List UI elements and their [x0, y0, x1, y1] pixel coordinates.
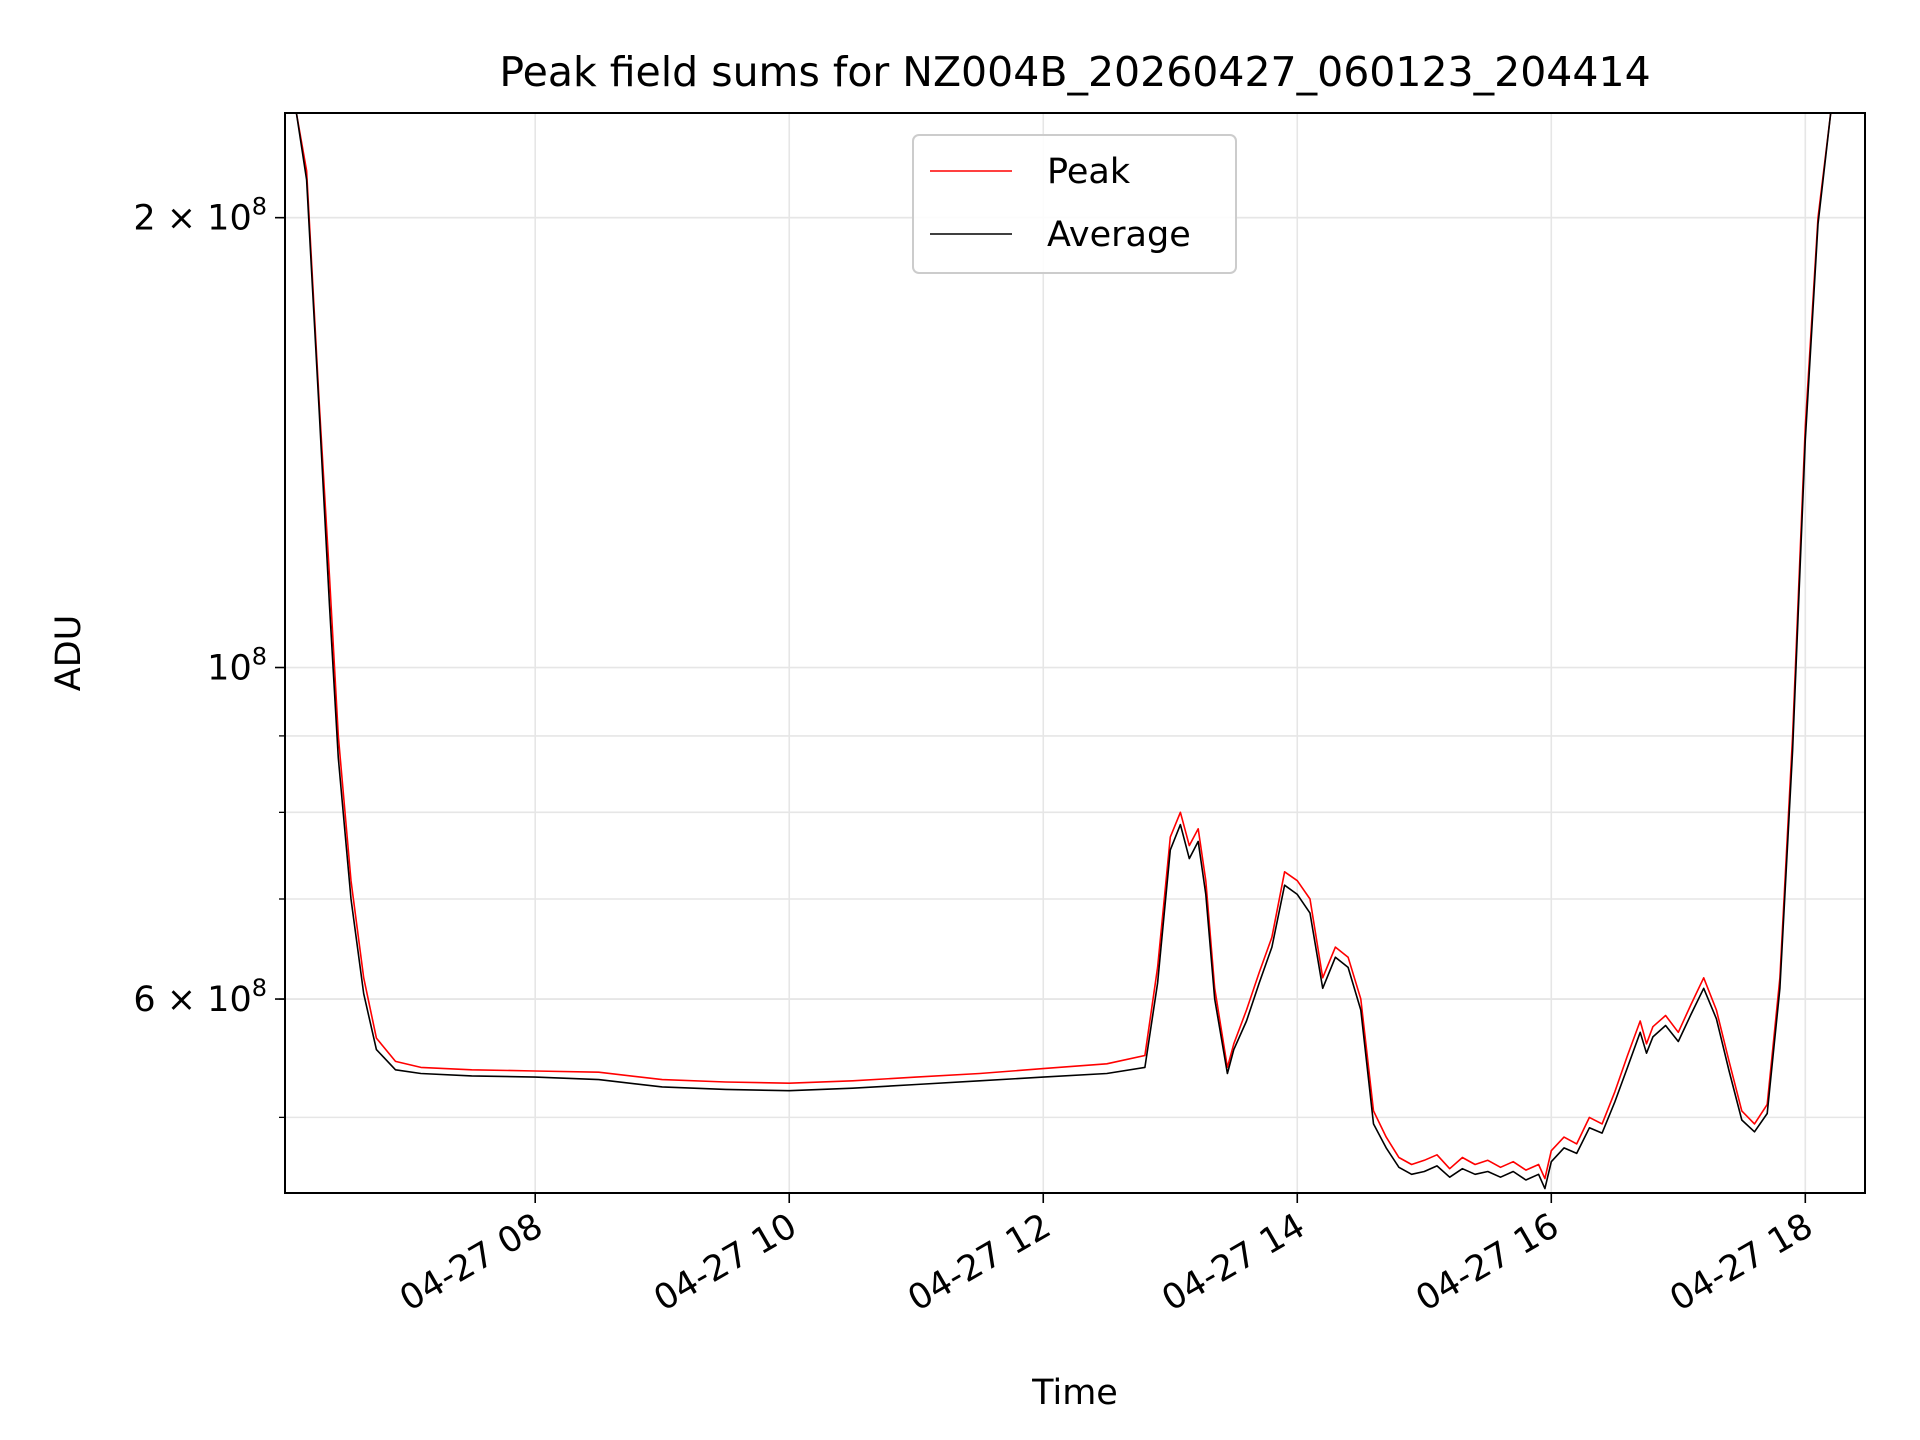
- y-tick-base: 10: [207, 649, 252, 689]
- series-line-peak: [285, 113, 1865, 1180]
- series-line-average: [285, 113, 1865, 1190]
- y-tick-base: 10: [207, 199, 252, 239]
- chart-title: Peak field sums for NZ004B_20260427_0601…: [499, 48, 1650, 96]
- y-tick-exponent: 8: [252, 193, 267, 221]
- y-tick-base: 10: [207, 980, 252, 1020]
- y-tick-coefficient: 6 ×: [133, 980, 207, 1020]
- y-tick-exponent: 8: [252, 643, 267, 671]
- legend-label-average: Average: [1047, 215, 1191, 255]
- y-tick-label: 6 × 108: [133, 974, 267, 1020]
- legend-box: [912, 134, 1237, 274]
- legend-label-peak: Peak: [1047, 152, 1131, 192]
- y-tick-coefficient: 2 ×: [133, 199, 207, 239]
- y-tick-label: 108: [207, 643, 267, 689]
- plot-frame: [284, 112, 1866, 1194]
- x-axis-label: Time: [1031, 1373, 1118, 1413]
- y-tick-exponent: 8: [252, 974, 267, 1002]
- y-tick-label: 2 × 108: [133, 193, 267, 239]
- y-axis-label: ADU: [49, 615, 89, 692]
- legend: Peak Average: [912, 134, 1237, 274]
- series-lines: [285, 113, 1865, 1190]
